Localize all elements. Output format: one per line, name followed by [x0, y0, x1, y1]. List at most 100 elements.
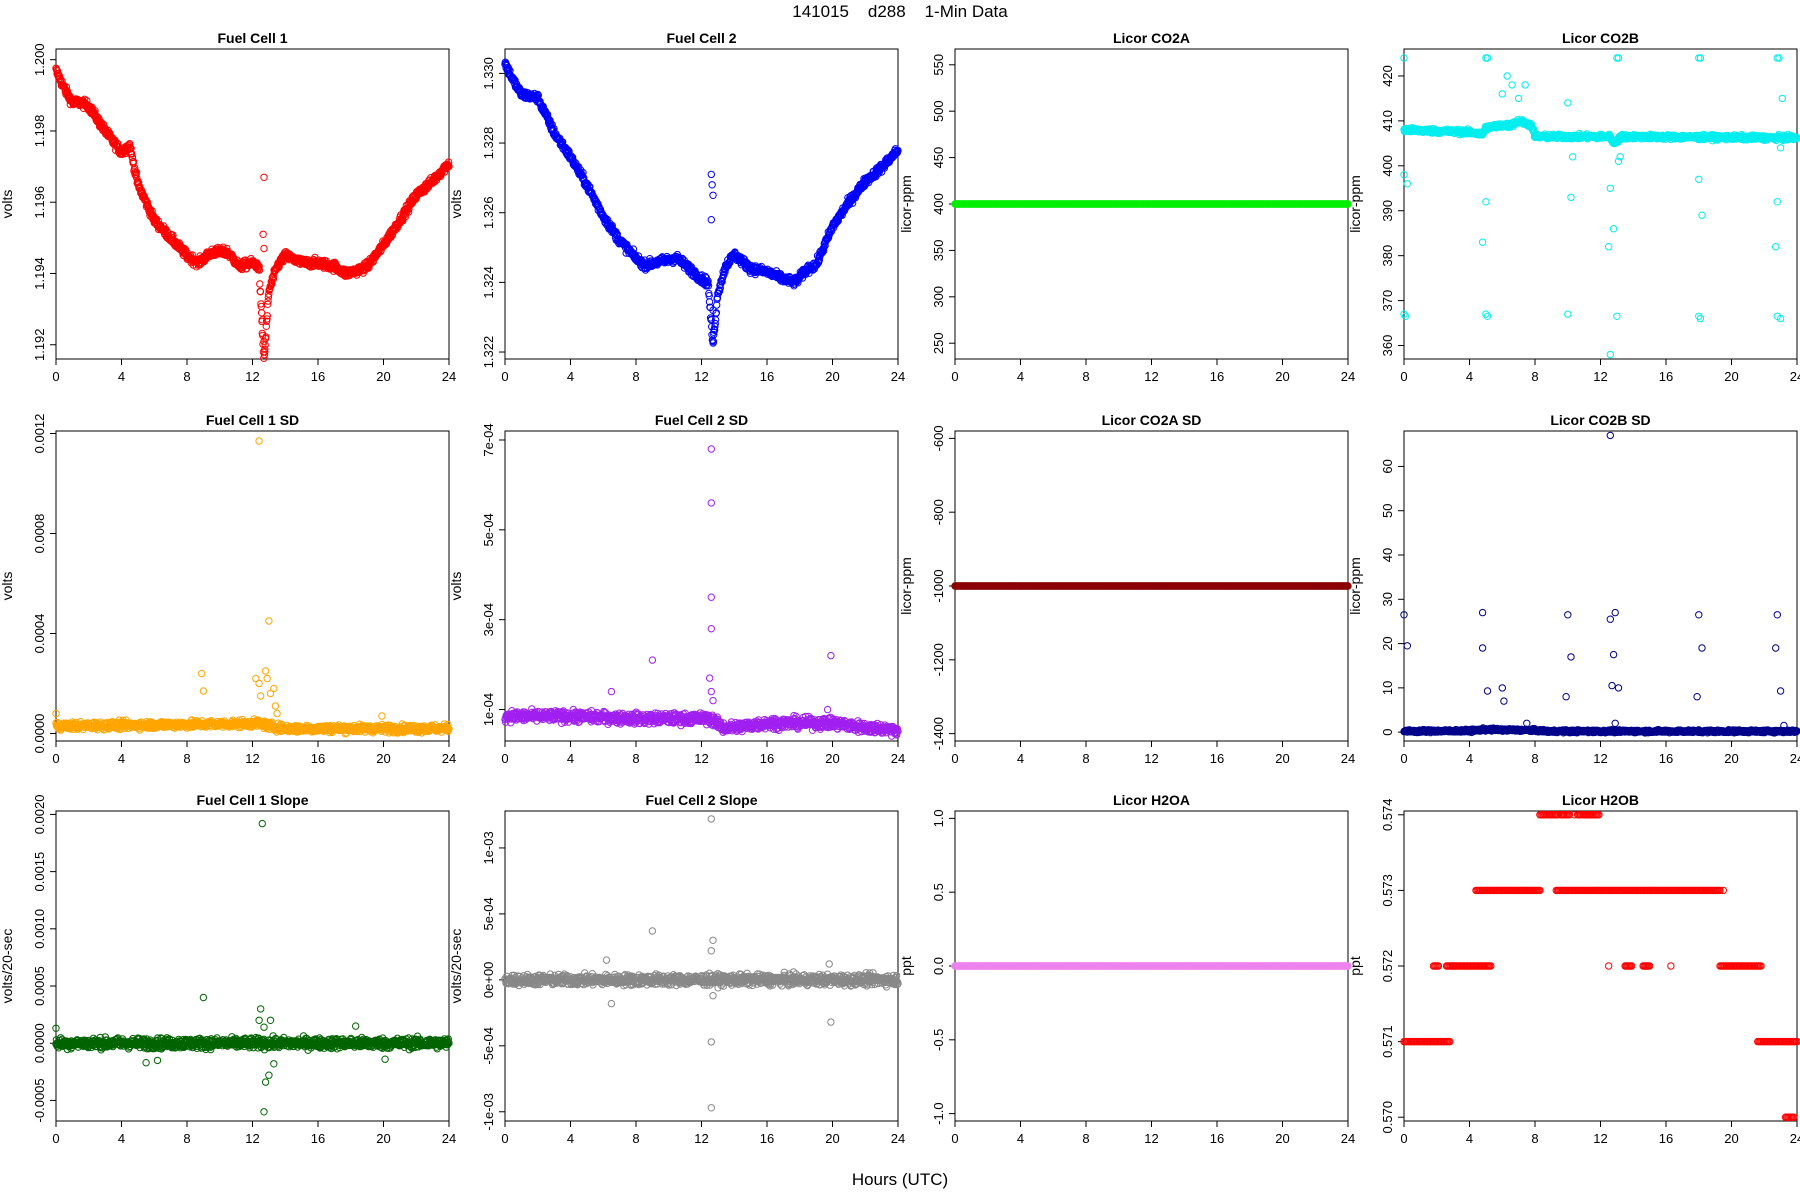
chart-title: Licor CO2B: [1562, 30, 1639, 46]
y-tick-label: 0.0008: [32, 514, 47, 554]
chart-title: Fuel Cell 1: [217, 30, 287, 46]
data-point: [1698, 211, 1706, 219]
y-tick-label: 1.196: [32, 186, 47, 219]
data-point: [63, 87, 72, 95]
data-point: [58, 77, 66, 85]
chart-title: Fuel Cell 1 SD: [206, 412, 299, 428]
y-tick-label: 1.330: [481, 57, 496, 90]
y-tick-label: 1.322: [481, 336, 496, 369]
data-point: [262, 322, 270, 330]
x-tick-label: 0: [52, 369, 59, 384]
data-point: [1564, 310, 1572, 318]
data-point: [1605, 243, 1613, 251]
plot-frame: [55, 430, 450, 742]
x-tick-label: 4: [118, 369, 125, 384]
data-point: [260, 351, 269, 359]
y-tick-label: 0.0000: [32, 714, 47, 754]
y-tick-label: 0.0012: [32, 414, 47, 454]
y-axis-label: volts: [448, 190, 464, 219]
data-point: [707, 216, 715, 224]
x-tick-label: 4: [1466, 369, 1473, 384]
data-point: [1772, 243, 1780, 251]
data-point: [262, 333, 270, 341]
data-point: [392, 225, 400, 234]
chart-title: Licor CO2A: [1113, 30, 1190, 46]
y-tick-label: 1.324: [481, 266, 496, 299]
data-point: [263, 315, 271, 323]
figure-title: 141015 d288 1-Min Data: [792, 2, 1008, 21]
data-point: [1569, 153, 1577, 161]
y-tick-label: 250: [931, 332, 946, 354]
x-tick-label: 24: [891, 369, 905, 384]
data-point: [265, 290, 273, 298]
x-tick-label: 0: [1400, 369, 1407, 384]
x-tick-label: 8: [1531, 369, 1538, 384]
x-tick-label: 12: [694, 369, 708, 384]
data-point: [1778, 94, 1787, 103]
data-point: [1567, 193, 1575, 202]
y-tick-label: 1.194: [32, 257, 47, 290]
data-point: [1498, 90, 1507, 98]
series-points: [52, 437, 453, 738]
x-tick-label: 0: [951, 369, 958, 384]
plot-frame: [55, 48, 450, 360]
x-tick-label: 4: [567, 369, 574, 384]
data-point: [99, 120, 108, 129]
series-points: [951, 200, 1352, 208]
data-point: [169, 231, 177, 239]
plot-frame: [504, 48, 899, 360]
x-tick-label: 16: [311, 369, 325, 384]
y-tick-label: 500: [931, 100, 946, 122]
series-points: [1400, 54, 1800, 359]
y-tick-label: 1.328: [481, 127, 496, 160]
data-point: [255, 266, 264, 274]
data-point: [126, 140, 134, 148]
x-tick-label: 16: [311, 751, 325, 766]
y-tick-label: 400: [1380, 155, 1395, 177]
data-point: [1606, 184, 1615, 193]
x-tick-label: 24: [442, 751, 456, 766]
x-tick-label: 8: [183, 369, 190, 384]
data-point: [264, 297, 272, 305]
series-points: [52, 64, 453, 362]
data-point: [257, 309, 266, 317]
y-tick-label: 350: [931, 240, 946, 262]
y-tick-label: 1.326: [481, 196, 496, 229]
data-point: [1508, 81, 1516, 89]
data-point: [259, 230, 267, 239]
data-point: [127, 144, 135, 153]
x-tick-label: 8: [632, 369, 639, 384]
data-point: [1514, 94, 1523, 103]
data-point: [256, 280, 264, 288]
data-point: [128, 150, 136, 158]
x-tick-label: 20: [1724, 369, 1738, 384]
y-axis-label: licor-ppm: [898, 175, 914, 233]
y-tick-label: 420: [1380, 65, 1395, 87]
y-tick-label: 390: [1380, 200, 1395, 222]
data-point: [365, 264, 373, 272]
x-tick-label: 24: [442, 369, 456, 384]
x-tick-label: 4: [1017, 369, 1024, 384]
data-point: [264, 300, 272, 308]
series-points: [501, 58, 902, 347]
y-tick-label: 450: [931, 147, 946, 169]
y-tick-label: 1.198: [32, 115, 47, 148]
x-tick-label: 12: [245, 751, 259, 766]
x-tick-label: 24: [1341, 369, 1355, 384]
y-axis-label: volts: [0, 572, 15, 601]
data-point: [1773, 198, 1782, 206]
data-point: [106, 129, 114, 138]
x-tick-label: 4: [118, 751, 125, 766]
data-point: [708, 181, 716, 189]
x-tick-label: 20: [376, 369, 390, 384]
data-point: [260, 173, 268, 182]
y-tick-label: 380: [1380, 245, 1395, 267]
data-point: [133, 174, 141, 182]
y-tick-label: 1.200: [32, 43, 47, 76]
y-tick-label: 1.192: [32, 328, 47, 361]
data-point: [1403, 180, 1412, 188]
data-point: [140, 192, 149, 201]
